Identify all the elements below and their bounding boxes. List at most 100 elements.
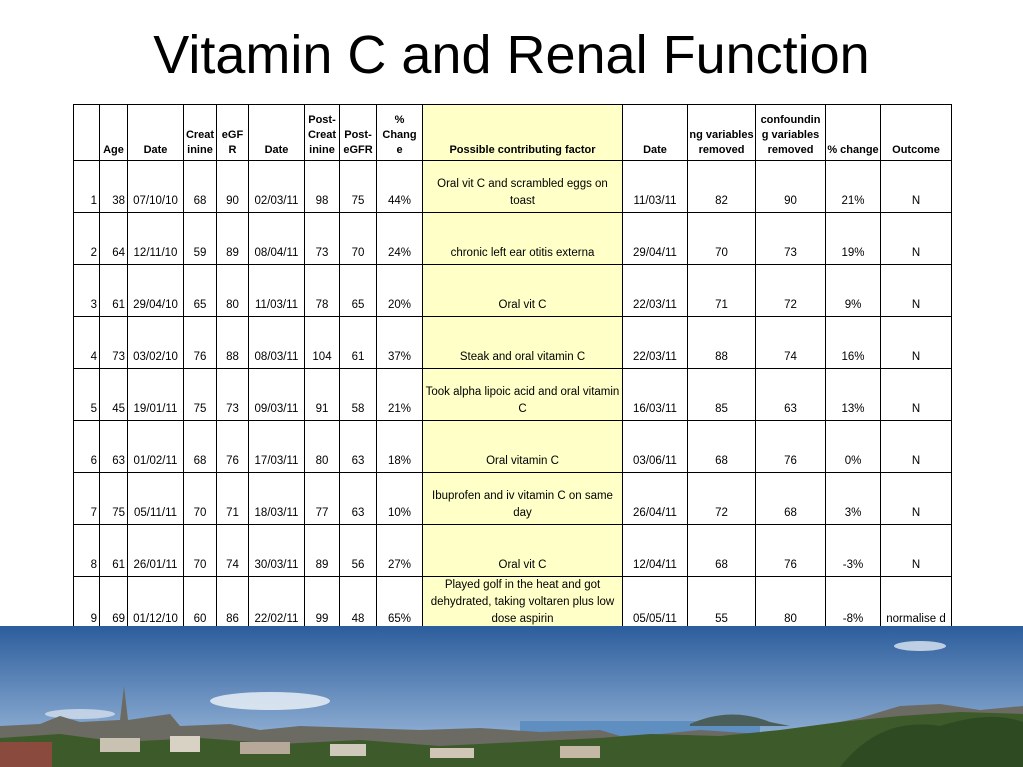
cell-age: 75 [99,472,128,525]
cell-variables-removed: 85 [687,368,756,421]
cell-post-date: 11/03/11 [248,264,305,317]
cell-post-egfr: 63 [339,472,377,525]
col-header-age: Age [99,104,128,161]
cell-creatinine: 70 [183,472,217,525]
col-header-variables-removed: ng variables removed [687,104,756,161]
panorama-photo [0,626,1023,767]
cell-outcome: N [880,160,952,213]
cell-pct-change: 44% [376,160,423,213]
cell-egfr: 76 [216,420,249,473]
col-header-index [73,104,100,161]
cell-post-creatinine: 80 [304,420,340,473]
cell-post-egfr: 70 [339,212,377,265]
cell-post-creatinine: 77 [304,472,340,525]
cell-post-creatinine: 91 [304,368,340,421]
cell-variables-removed: 70 [687,212,756,265]
cell-post-creatinine: 104 [304,316,340,369]
cell-followup-date: 22/03/11 [622,316,688,369]
cell-post-egfr: 75 [339,160,377,213]
cell-followup-date: 26/04/11 [622,472,688,525]
cell-creatinine: 68 [183,420,217,473]
cell-post-egfr: 58 [339,368,377,421]
slide-title: Vitamin C and Renal Function [153,25,870,85]
cell-date: 29/04/10 [127,264,184,317]
cell-creatinine: 60 [183,576,217,631]
cell-post-egfr: 65 [339,264,377,317]
cell-pct-change-2: 16% [825,316,881,369]
cell-confounding-removed: 76 [755,524,826,577]
cell-post-date: 02/03/11 [248,160,305,213]
cell-egfr: 74 [216,524,249,577]
cell-variables-removed: 55 [687,576,756,631]
cell-followup-date: 03/06/11 [622,420,688,473]
cell-date: 03/02/10 [127,316,184,369]
cell-confounding-removed: 72 [755,264,826,317]
col-header-pct-change-2: % change [825,104,881,161]
cell-outcome: N [880,264,952,317]
cell-contributing-factor: Ibuprofen and iv vitamin C on same day [422,472,623,525]
cell-followup-date: 11/03/11 [622,160,688,213]
cell-creatinine: 59 [183,212,217,265]
cell-variables-removed: 68 [687,420,756,473]
cell-contributing-factor: Oral vitamin C [422,420,623,473]
cell-pct-change-2: 9% [825,264,881,317]
cell-age: 61 [99,524,128,577]
cell-row-index: 8 [73,524,100,577]
cell-age: 61 [99,264,128,317]
cell-contributing-factor: Took alpha lipoic acid and oral vitamin … [422,368,623,421]
table-row: 1 38 07/10/10 68 90 02/03/11 98 75 44% Oral vit C… [73,160,952,213]
cell-variables-removed: 72 [687,472,756,525]
cell-creatinine: 76 [183,316,217,369]
cell-age: 38 [99,160,128,213]
cell-pct-change-2: -3% [825,524,881,577]
col-header-post-creatinine: Post- Creat inine [304,104,340,161]
cell-variables-removed: 82 [687,160,756,213]
table-row: 5 45 19/01/11 75 73 09/03/11 91 58 21% Took alpha… [73,368,952,421]
city-skyline-panorama-image [0,626,1023,767]
cell-followup-date: 05/05/11 [622,576,688,631]
cell-variables-removed: 88 [687,316,756,369]
cell-age: 64 [99,212,128,265]
cell-date: 01/12/10 [127,576,184,631]
cell-outcome: N [880,472,952,525]
cell-age: 73 [99,316,128,369]
cell-age: 69 [99,576,128,631]
cell-date: 07/10/10 [127,160,184,213]
cell-contributing-factor: Steak and oral vitamin C [422,316,623,369]
table-header-row: Age Date Creat inine eGF R Date Post- Cr… [73,104,952,161]
cell-pct-change-2: 19% [825,212,881,265]
cell-confounding-removed: 63 [755,368,826,421]
cell-creatinine: 75 [183,368,217,421]
cell-post-creatinine: 89 [304,524,340,577]
cell-post-creatinine: 73 [304,212,340,265]
col-header-followup-date: Date [622,104,688,161]
cell-outcome: N [880,524,952,577]
cell-post-date: 08/03/11 [248,316,305,369]
cell-post-egfr: 63 [339,420,377,473]
cell-post-creatinine: 99 [304,576,340,631]
cell-followup-date: 12/04/11 [622,524,688,577]
cell-pct-change: 65% [376,576,423,631]
table-row: 2 64 12/11/10 59 89 08/04/11 73 70 24% chronic le… [73,212,952,265]
cell-date: 01/02/11 [127,420,184,473]
col-header-confounding-removed: confoundin g variables removed [755,104,826,161]
table-row: 4 73 03/02/10 76 88 08/03/11 104 61 37% Steak and… [73,316,952,369]
cell-egfr: 80 [216,264,249,317]
cell-post-creatinine: 78 [304,264,340,317]
cell-date: 19/01/11 [127,368,184,421]
cell-confounding-removed: 74 [755,316,826,369]
cell-pct-change: 37% [376,316,423,369]
cell-pct-change-2: 21% [825,160,881,213]
cell-post-egfr: 56 [339,524,377,577]
cell-egfr: 88 [216,316,249,369]
cell-followup-date: 29/04/11 [622,212,688,265]
cell-contributing-factor: Oral vit C [422,264,623,317]
cell-pct-change: 18% [376,420,423,473]
cell-variables-removed: 68 [687,524,756,577]
col-header-contributing-factor: Possible contributing factor [422,104,623,161]
cell-row-index: 2 [73,212,100,265]
cell-outcome: N [880,368,952,421]
cell-pct-change: 20% [376,264,423,317]
table-row: 6 63 01/02/11 68 76 17/03/11 80 63 18% Oral vitam… [73,420,952,473]
cell-egfr: 86 [216,576,249,631]
